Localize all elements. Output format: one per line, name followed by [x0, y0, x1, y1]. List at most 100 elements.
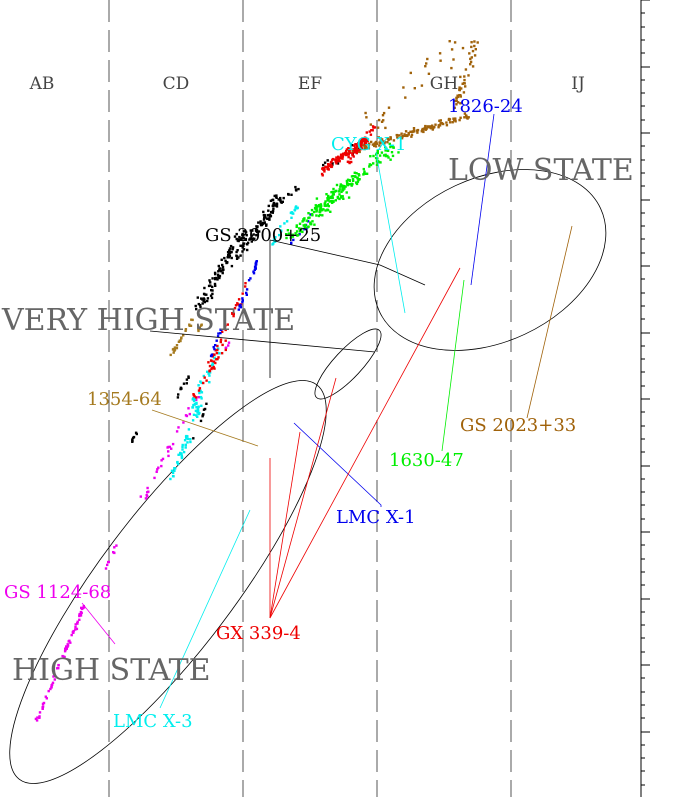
data-point — [462, 91, 466, 94]
data-point — [212, 360, 216, 363]
data-point — [199, 389, 202, 393]
data-point — [398, 134, 401, 137]
data-point — [341, 157, 344, 160]
data-point — [357, 142, 360, 145]
data-point — [438, 119, 441, 122]
data-point — [352, 179, 355, 182]
data-point — [230, 264, 234, 268]
data-point — [321, 174, 324, 177]
data-point — [384, 153, 387, 156]
data-point — [420, 84, 424, 87]
data-point — [181, 443, 184, 447]
data-point — [351, 152, 354, 155]
data-point — [295, 225, 298, 228]
data-point — [192, 403, 195, 407]
data-point — [372, 154, 375, 158]
data-point — [194, 409, 198, 413]
data-point — [180, 454, 183, 457]
series-gs-1354-64 — [169, 318, 203, 357]
data-point — [171, 348, 175, 351]
data-point — [225, 261, 228, 264]
leader-2023 — [526, 225, 573, 419]
data-points — [34, 40, 479, 722]
data-point — [357, 173, 360, 176]
data-point — [255, 234, 258, 237]
label-gs2000-25: GS 2000+25 — [205, 225, 321, 246]
data-point — [45, 697, 48, 700]
data-point — [400, 137, 404, 140]
data-point — [146, 486, 149, 490]
data-point — [203, 300, 206, 304]
data-point — [380, 120, 384, 123]
data-point — [336, 195, 339, 199]
data-point — [386, 141, 389, 144]
data-point — [201, 415, 204, 418]
data-point — [244, 285, 247, 288]
data-point — [184, 435, 188, 438]
data-point — [255, 260, 258, 263]
data-point — [215, 351, 219, 355]
series-gx-339-4 — [320, 125, 377, 177]
data-point — [388, 142, 391, 146]
data-point — [262, 218, 266, 221]
data-point — [66, 643, 69, 646]
data-point — [413, 130, 416, 133]
data-point — [175, 344, 179, 347]
data-point — [47, 689, 50, 693]
label-gx339-4: GX 339-4 — [216, 623, 301, 644]
data-point — [379, 141, 382, 145]
data-point — [423, 126, 427, 130]
data-point — [236, 249, 239, 252]
data-point — [390, 144, 393, 148]
data-point — [213, 353, 216, 356]
data-point — [326, 166, 329, 169]
data-point — [279, 200, 283, 204]
data-point — [202, 297, 206, 300]
data-point — [199, 305, 202, 308]
data-point — [275, 202, 279, 206]
data-point — [328, 200, 331, 203]
data-point — [191, 419, 195, 422]
data-point — [214, 277, 217, 281]
data-point — [221, 269, 224, 272]
data-point — [184, 328, 188, 331]
data-point — [315, 206, 318, 209]
label-lmc-x3: LMC X-3 — [113, 711, 193, 732]
data-point — [254, 229, 258, 232]
data-point — [331, 190, 334, 194]
data-point — [231, 312, 234, 315]
data-point — [186, 441, 189, 444]
data-point — [458, 118, 461, 122]
data-point — [65, 645, 68, 648]
data-point — [195, 414, 198, 417]
data-point — [389, 137, 392, 141]
data-point — [357, 150, 360, 153]
data-point — [181, 445, 184, 449]
leader-1354 — [151, 409, 259, 447]
region-dividers — [108, 0, 512, 797]
data-point — [325, 204, 329, 207]
data-point — [34, 717, 38, 721]
data-point — [350, 184, 353, 187]
data-point — [189, 438, 192, 441]
data-point — [338, 193, 341, 196]
data-point — [332, 200, 335, 203]
data-point — [270, 210, 274, 214]
data-point — [195, 398, 198, 401]
data-point — [228, 251, 231, 254]
data-point — [292, 212, 295, 215]
data-point — [384, 146, 387, 149]
data-point — [107, 560, 110, 564]
data-point — [391, 154, 395, 158]
data-point — [189, 440, 192, 444]
data-point — [416, 131, 419, 134]
state-ellipses — [9, 169, 607, 784]
data-point — [253, 237, 256, 240]
data-point — [368, 142, 371, 145]
data-point — [221, 263, 224, 267]
data-point — [242, 242, 245, 245]
data-point — [327, 197, 330, 201]
data-point — [450, 66, 453, 70]
data-point — [220, 270, 223, 273]
data-point — [296, 207, 299, 210]
